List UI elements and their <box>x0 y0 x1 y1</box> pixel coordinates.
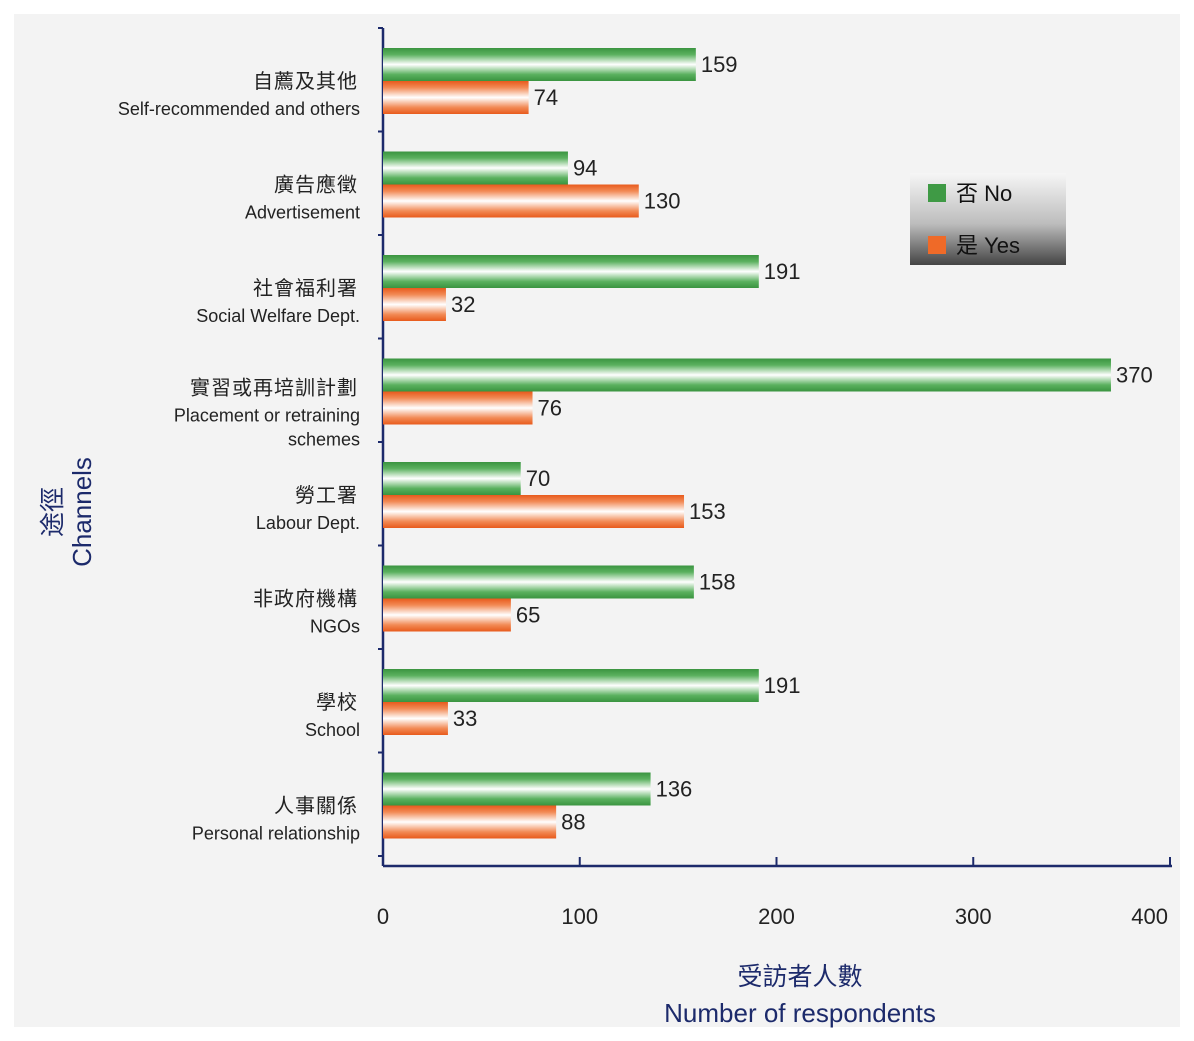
x-tick-label: 0 <box>377 904 389 929</box>
value-label-yes-6: 33 <box>453 706 477 731</box>
value-label-no-2: 191 <box>764 259 801 284</box>
category-label-zh-2: 社會福利署 <box>253 276 358 300</box>
category-label-zh-1: 廣告應徵 <box>274 173 358 197</box>
bar-no-6 <box>383 669 759 702</box>
value-label-yes-0: 74 <box>534 85 558 110</box>
value-label-no-5: 158 <box>699 570 736 595</box>
bar-yes-5 <box>383 598 511 632</box>
axes: 0 100 200 300 400 受訪者人數 Number of respondents 途… <box>38 27 1172 1028</box>
value-label-yes-1: 130 <box>644 189 681 214</box>
bar-yes-1 <box>383 184 639 218</box>
bars <box>383 48 1111 839</box>
bar-yes-2 <box>383 288 446 321</box>
bar-no-5 <box>383 565 694 599</box>
legend-swatch-1 <box>928 236 946 254</box>
category-label-zh-6: 學校 <box>316 690 358 714</box>
category-label-zh-4: 勞工署 <box>295 483 358 507</box>
bar-no-0 <box>383 48 696 81</box>
category-label-zh-7: 人事關係 <box>274 794 358 818</box>
value-label-no-7: 136 <box>656 777 693 802</box>
x-axis-title-en: Number of respondents <box>664 998 936 1028</box>
legend-label-1: 是 Yes <box>956 233 1020 258</box>
bar-no-7 <box>383 772 651 806</box>
value-label-yes-2: 32 <box>451 292 475 317</box>
value-label-yes-3: 76 <box>538 396 562 421</box>
legend-label-0: 否 No <box>956 181 1012 206</box>
legend-swatch-0 <box>928 184 946 202</box>
value-label-no-6: 191 <box>764 673 801 698</box>
y-axis-title: 途徑 Channels <box>38 457 97 567</box>
category-label-en-4: Labour Dept. <box>256 513 360 533</box>
bar-yes-0 <box>383 81 529 114</box>
value-label-yes-4: 153 <box>689 499 726 524</box>
x-tick-label: 300 <box>955 904 992 929</box>
category-label-en-5: NGOs <box>310 617 360 637</box>
category-label-en-7: Personal relationship <box>192 824 360 844</box>
bar-no-3 <box>383 358 1111 392</box>
bar-no-1 <box>383 151 568 185</box>
bar-yes-4 <box>383 495 685 528</box>
bar-yes-7 <box>383 805 557 839</box>
x-tick-label: 400 <box>1131 904 1168 929</box>
category-label-zh-3: 實習或再培訓計劃 <box>190 376 358 400</box>
category-label-en-1: Advertisement <box>245 203 360 223</box>
value-label-no-1: 94 <box>573 156 597 181</box>
legend: 否 No 是 Yes <box>910 173 1066 265</box>
y-axis-title-zh: 途徑 <box>38 487 67 537</box>
bar-yes-6 <box>383 702 448 735</box>
value-label-yes-5: 65 <box>516 603 540 628</box>
y-axis-title-en: Channels <box>67 457 97 567</box>
value-label-no-3: 370 <box>1116 363 1153 388</box>
category-label-zh-0: 自薦及其他 <box>253 69 358 93</box>
category-label-en-3: schemes <box>288 430 360 450</box>
x-tick-label: 200 <box>758 904 795 929</box>
category-label-en-0: Self-recommended and others <box>118 99 360 119</box>
bar-no-2 <box>383 255 759 288</box>
x-tick-label: 100 <box>561 904 598 929</box>
bar-yes-3 <box>383 391 533 425</box>
bar-no-4 <box>383 462 521 495</box>
value-label-no-4: 70 <box>526 466 550 491</box>
category-label-en-3: Placement or retraining <box>174 406 360 426</box>
category-label-en-6: School <box>305 720 360 740</box>
category-label-zh-5: 非政府機構 <box>253 587 358 611</box>
category-label-en-2: Social Welfare Dept. <box>196 306 360 326</box>
x-axis-title-zh: 受訪者人數 <box>737 962 862 991</box>
labels: 159 74 自薦及其他 Self-recommended and others 94 1… <box>118 52 1153 844</box>
value-label-no-0: 159 <box>701 52 738 77</box>
value-label-yes-7: 88 <box>561 810 585 835</box>
